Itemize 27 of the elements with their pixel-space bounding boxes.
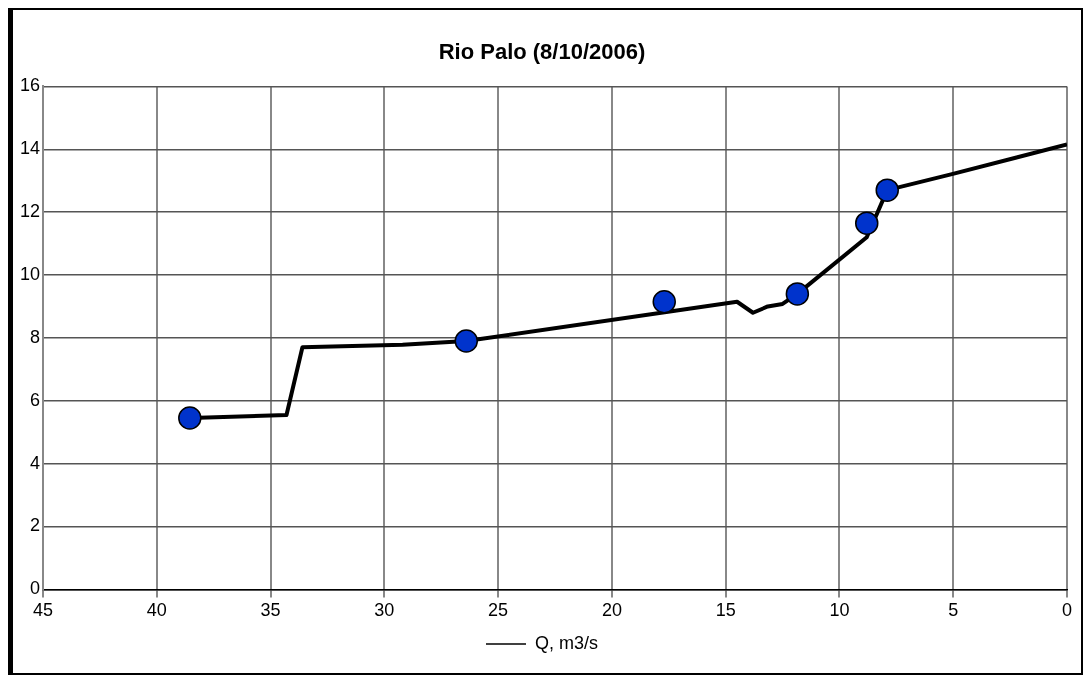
point — [785, 282, 810, 306]
y-tick-label: 14 — [19, 138, 41, 159]
point — [875, 178, 899, 202]
x-tick-label: 20 — [601, 600, 622, 621]
x-tick-label: 45 — [33, 600, 54, 621]
x-tick-label: 30 — [374, 600, 395, 621]
x-tick-label: 35 — [260, 600, 281, 621]
x-tick-label: 40 — [146, 600, 167, 621]
point — [454, 329, 479, 353]
y-tick-label: 8 — [30, 326, 41, 347]
y-tick-label: 16 — [19, 75, 41, 96]
x-tick-label: 25 — [488, 600, 509, 621]
point — [855, 211, 879, 235]
x-tick-label: 0 — [1061, 600, 1073, 621]
y-tick-label: 10 — [19, 263, 41, 284]
y-tick-label: 0 — [30, 578, 41, 599]
y-tick-label: 6 — [30, 389, 41, 410]
x-tick-label: 10 — [829, 600, 850, 621]
x-tick-label: 15 — [715, 600, 736, 621]
chart-title: Rio Palo (8/10/2006) — [438, 39, 646, 65]
y-tick-label: 4 — [30, 452, 41, 473]
point — [178, 406, 202, 430]
y-tick-label: 2 — [30, 515, 41, 536]
legend-label: Q, m3/s — [535, 632, 599, 653]
point — [652, 290, 676, 314]
x-tick-label: 5 — [948, 600, 959, 621]
y-tick-label: 12 — [19, 201, 41, 222]
